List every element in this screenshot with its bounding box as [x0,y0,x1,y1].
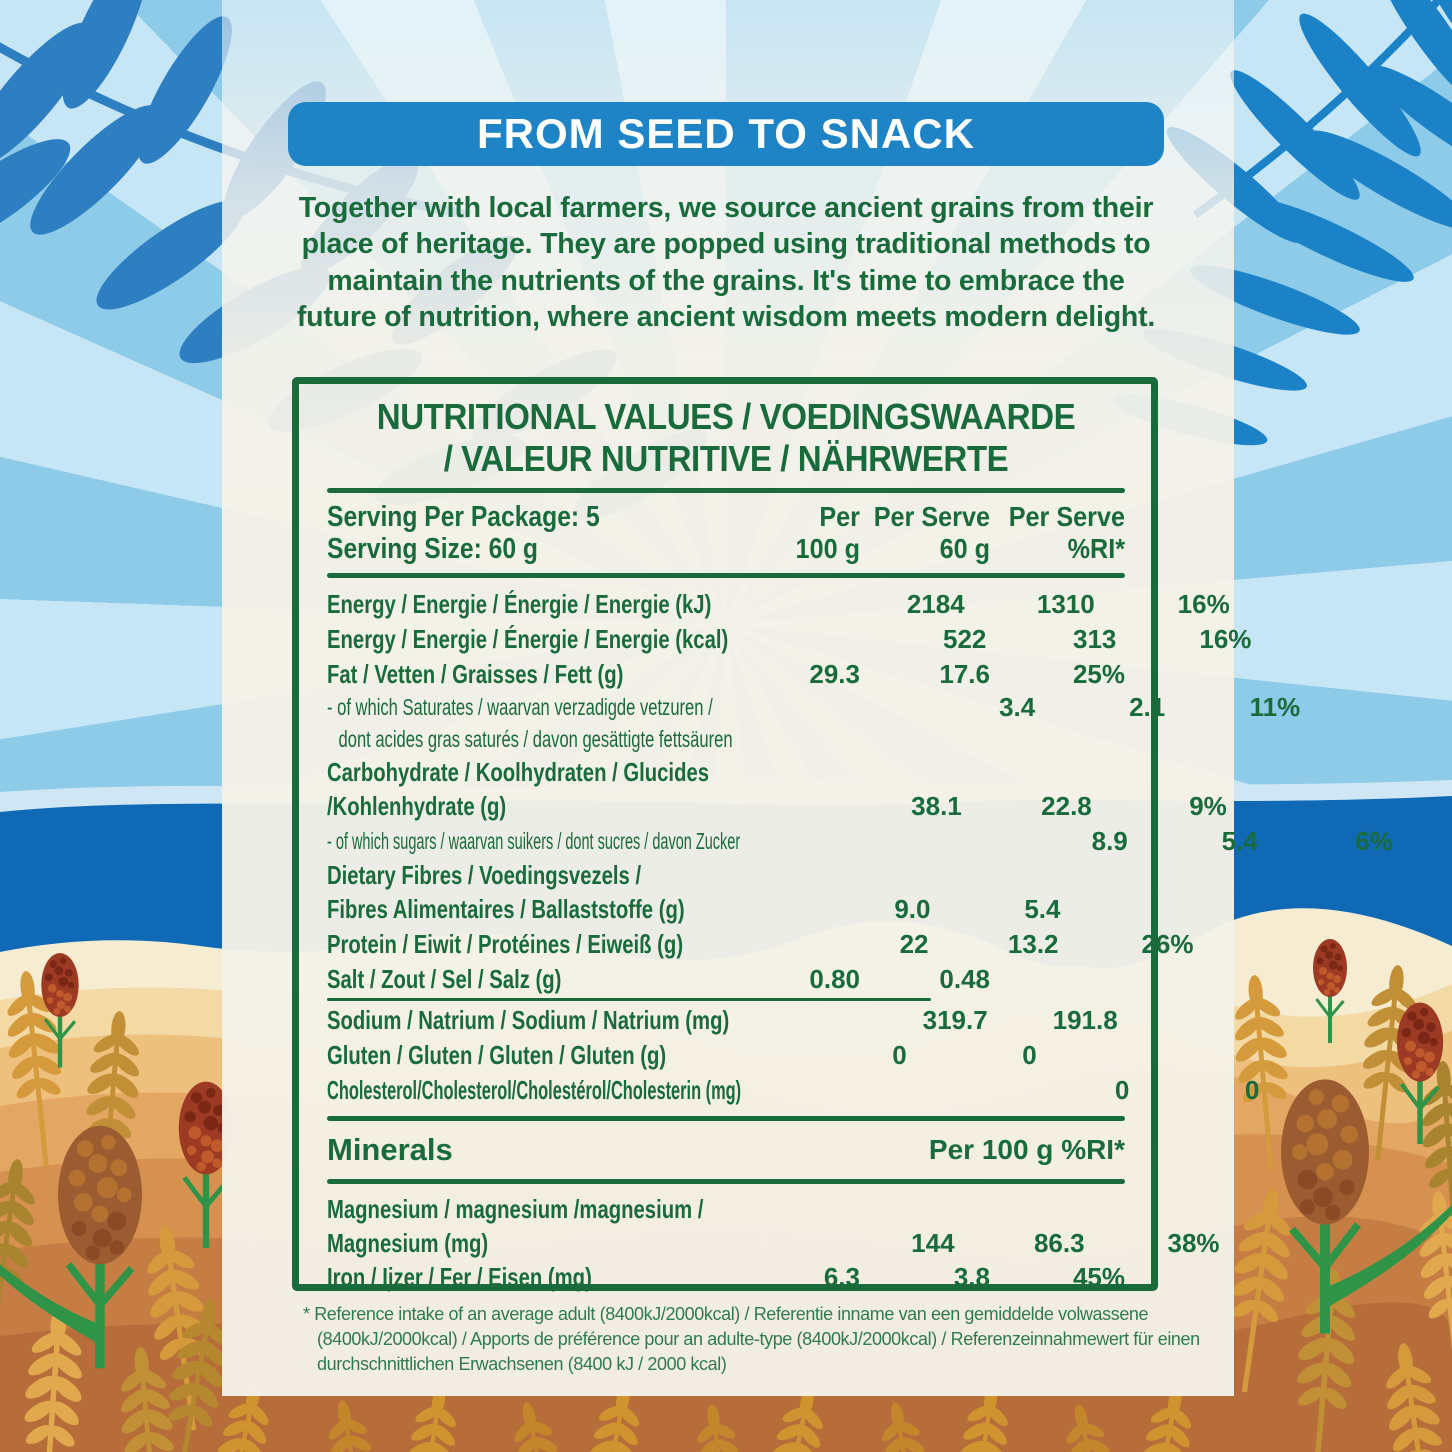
cell-value: 1310 [1036,588,1095,619]
paper-panel [222,0,1234,1396]
cell-value: 13.2 [1007,928,1059,959]
table-row: Gluten / Gluten / Gluten / Gluten (g) 0 0 [327,1038,1125,1073]
mineral-rows: Magnesium / magnesium /magnesium / Magnes… [327,1192,1220,1295]
minerals-label: Minerals [327,1131,453,1167]
table-row: Carbohydrate / Koolhydraten / Glucides/K… [327,755,1227,823]
reference-intake-footnote: * Reference intake of an average adult (… [303,1304,1200,1375]
cell-value: 0.80 [809,963,860,994]
cell-value: 0 [1244,1075,1260,1105]
cell-value: 8.9 [1091,825,1128,856]
row-label: Iron / Ijzer / Fer / Eisen (mg) [327,1262,592,1292]
cell-value: 313 [1073,623,1117,654]
cell-value: 2.1 [1129,692,1166,722]
cell-value: 2184 [906,588,965,619]
cell-value: 0 [1022,1040,1037,1070]
divider [327,573,1125,578]
row-label: Magnesium / magnesium /magnesium / Magnes… [327,1193,704,1258]
cell-value: 522 [943,623,987,654]
cell-value: 22.8 [1041,791,1092,821]
table-row: Energy / Energie / Énergie / Energie (kc… [327,621,1251,656]
section-banner-label: FROM SEED TO SNACK [477,110,975,157]
table-row: - of which Saturates / waarvan verzadigd… [327,691,1300,755]
cell-value: 9.0 [894,894,931,924]
row-label: Fat / Vetten / Graisses / Fett (g) [327,658,624,689]
table-row: Energy / Energie / Énergie / Energie (kJ… [327,586,1230,621]
minerals-header: Minerals Per 100 g %RI* [327,1129,1125,1171]
cell-value: 9% [1189,791,1227,821]
cell-value: 29.3 [809,658,860,689]
cell-value: 16% [1177,588,1230,619]
cell-value: 22 [899,928,929,959]
table-row: Fat / Vetten / Graisses / Fett (g) 29.3 17… [327,656,1125,691]
row-label: Carbohydrate / Koolhydraten / Glucides/K… [327,757,710,821]
row-label: Cholesterol/Cholesterol/Cholestérol/Chol… [327,1075,742,1105]
cell-value: 17.6 [939,658,990,689]
nutrient-rows: Energy / Energie / Énergie / Energie (kJ… [327,586,1393,1108]
cell-value: 6.3 [823,1262,860,1292]
section-banner: FROM SEED TO SNACK [288,102,1164,166]
cell-value: 0.48 [939,963,990,994]
row-label: - of which Saturates / waarvan verzadigd… [327,694,733,752]
cell-value: 38.1 [911,791,962,821]
row-label: Sodium / Natrium / Sodium / Natrium (mg) [327,1005,730,1035]
divider [327,998,931,1001]
table-row: Dietary Fibres / Voedingsvezels / Fibres … [327,858,1125,926]
serving-info: Serving Per Package: 5 Serving Size: 60 … [327,501,715,565]
row-label: Dietary Fibres / Voedingsvezels / Fibres … [327,860,685,924]
minerals-columns-label: Per 100 g %RI* [928,1133,1125,1165]
nutrition-table: NUTRITIONAL VALUES / VOEDINGSWAARDE / VA… [292,377,1393,1292]
table-row: Salt / Zout / Sel / Salz (g) 0.80 0.48 [327,961,1125,996]
cell-value: 5.4 [1221,825,1258,856]
cell-value: 0 [1114,1075,1130,1105]
cell-value: 144 [911,1227,955,1258]
table-row: Magnesium / magnesium /magnesium / Magnes… [327,1192,1220,1260]
row-label: Energy / Energie / Énergie / Energie (kJ… [327,588,712,619]
divider [327,488,1125,493]
cell-value: 26% [1141,928,1194,959]
cell-value: 38% [1167,1227,1220,1258]
row-label: Protein / Eiwit / Protéines / Eiweiß (g) [327,928,684,959]
serving-size: Serving Size: 60 g [327,533,538,565]
table-row: Cholesterol/Cholesterol/Cholestérol/Chol… [327,1073,1259,1108]
cell-value: 6% [1355,825,1393,856]
cell-value: 319.7 [922,1005,988,1035]
table-row: Protein / Eiwit / Protéines / Eiweiß (g)… [327,926,1194,961]
column-header-per-serve: Per Serve 60 g [873,501,990,564]
column-header-per-100g: Per 100 g [795,501,860,564]
table-title-line1: NUTRITIONAL VALUES / VOEDINGSWAARDE [376,396,1076,437]
row-label: Salt / Zout / Sel / Salz (g) [327,963,562,994]
cell-value: 3.4 [999,692,1036,722]
row-label: Gluten / Gluten / Gluten / Gluten (g) [327,1040,667,1070]
cell-value: 45% [1072,1262,1125,1292]
table-title-line2: / VALEUR NUTRITIVE / NÄHRWERTE [443,438,1009,479]
serving-per-package: Serving Per Package: 5 [327,501,600,533]
cell-value: 3.8 [953,1262,990,1292]
cell-value: 191.8 [1052,1005,1118,1035]
row-label: - of which sugars / waarvan suikers / do… [327,827,741,854]
table-row: Iron / Ijzer / Fer / Eisen (mg) 6.3 3.8 45% [327,1260,1125,1295]
table-row: Sodium / Natrium / Sodium / Natrium (mg)… [327,1003,1125,1038]
table-row: - of which sugars / waarvan suikers / do… [327,823,1393,858]
cell-value: 5.4 [1024,894,1061,924]
cell-value: 25% [1072,658,1125,689]
table-header: Serving Per Package: 5 Serving Size: 60 … [327,501,1125,565]
cell-value: 11% [1249,692,1301,722]
divider [327,1178,1125,1184]
row-label: Energy / Energie / Énergie / Energie (kc… [327,623,729,654]
cell-value: 16% [1199,623,1252,654]
cell-value: 86.3 [1033,1227,1085,1258]
column-header-per-serve-ri: Per Serve %RI* [1008,501,1125,564]
divider [327,1115,1125,1121]
cell-value: 0 [892,1040,907,1070]
intro-paragraph: Together with local farmers, we source a… [296,192,1156,334]
